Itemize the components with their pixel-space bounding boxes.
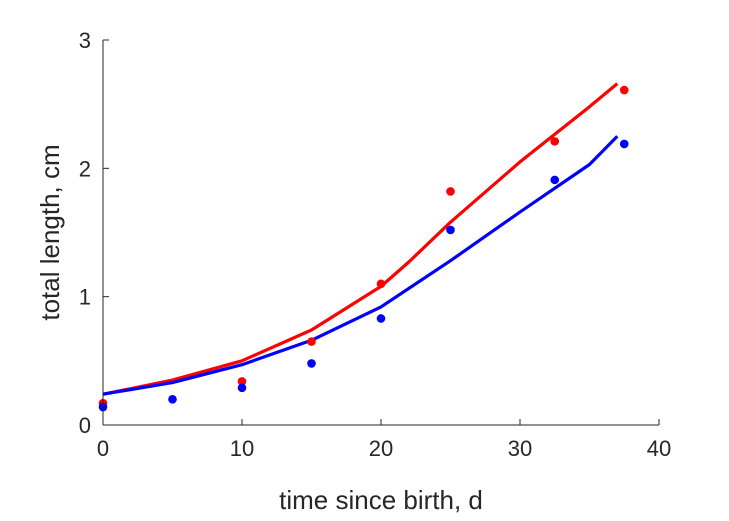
x-tick-label: 20 xyxy=(369,436,393,461)
x-tick-label: 40 xyxy=(647,436,671,461)
x-tick-label: 0 xyxy=(97,436,109,461)
x-tick-label: 30 xyxy=(508,436,532,461)
data-point-series-1 xyxy=(446,187,455,196)
y-axis-label: total length, cm xyxy=(35,144,65,320)
data-point-series-2 xyxy=(376,314,386,323)
data-point-series-2 xyxy=(550,175,560,185)
data-point-series-1 xyxy=(550,137,560,146)
data-point-series-2 xyxy=(307,359,316,368)
data-point-series-2 xyxy=(168,395,177,404)
axes xyxy=(102,39,660,426)
tick-labels: 0 10 20 30 40 0 1 2 3 xyxy=(79,28,671,461)
data-point-series-2 xyxy=(619,139,629,149)
data-points xyxy=(98,85,629,412)
data-point-series-1 xyxy=(619,85,629,95)
fit-line-series-1 xyxy=(102,82,619,396)
y-tick-label: 0 xyxy=(79,413,91,438)
fit-line-series-2 xyxy=(102,135,619,396)
y-tick-label: 2 xyxy=(79,156,91,181)
data-point-series-2 xyxy=(446,225,455,235)
x-axis-label: time since birth, d xyxy=(279,485,483,515)
data-point-series-1 xyxy=(376,279,386,289)
data-point-series-1 xyxy=(237,377,247,386)
data-point-series-2 xyxy=(237,383,247,393)
x-tick-label: 10 xyxy=(230,436,254,461)
fit-lines xyxy=(102,82,619,396)
y-tick-label: 1 xyxy=(79,285,91,310)
data-point-series-1 xyxy=(307,337,316,346)
y-tick-label: 3 xyxy=(79,28,91,53)
